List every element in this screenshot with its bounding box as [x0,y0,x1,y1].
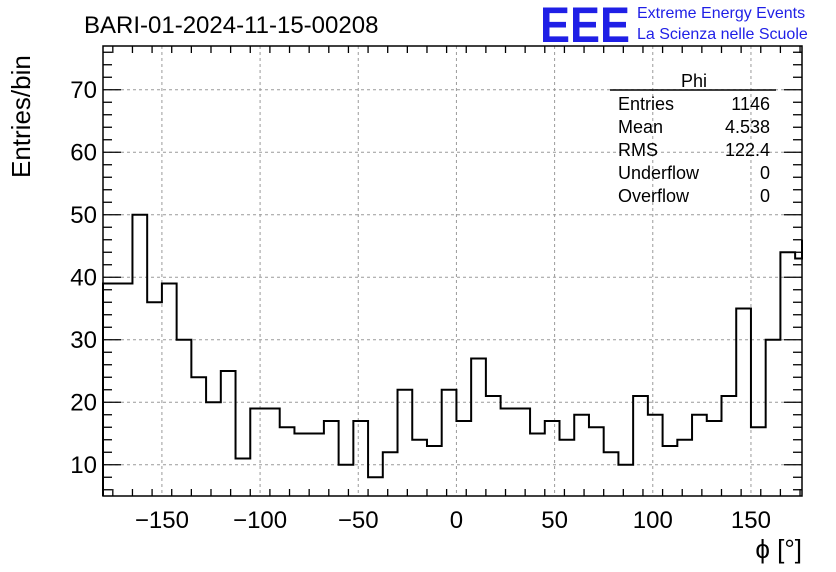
y-tick-label: 10 [70,452,97,479]
stats-value: 1146 [731,94,770,114]
stats-value: 122.4 [725,140,770,160]
y-axis-tick-labels: 10 20 30 40 50 60 70 [70,77,97,479]
x-axis-title: ϕ [°] [755,534,802,564]
x-tick-label: 0 [450,507,463,534]
stats-label: Mean [618,117,663,137]
stats-label: Overflow [618,186,690,206]
axis-ticks [103,46,802,496]
eee-logo-line2: La Scienza nelle Scuole [637,26,808,43]
grid [103,46,802,496]
eee-logo-mark: EEE [540,0,630,53]
stats-label: Entries [618,94,674,114]
y-axis-title: Entries/bin [6,55,36,178]
y-tick-label: 70 [70,77,97,104]
y-tick-label: 50 [70,202,97,229]
x-tick-label: 100 [633,507,673,534]
x-axis-tick-labels: −150 −100 −50 0 50 100 150 [135,507,771,534]
stats-value: 0 [760,186,770,206]
y-tick-label: 30 [70,327,97,354]
y-tick-label: 20 [70,389,97,416]
x-tick-label: 50 [541,507,568,534]
x-tick-label: −100 [233,507,287,534]
stats-label: Underflow [618,163,700,183]
stats-value: 4.538 [725,117,770,137]
plot-frame [102,45,803,497]
chart-title: BARI-01-2024-11-15-00208 [84,12,378,39]
eee-logo: EEE Extreme Energy Events La Scienza nel… [540,0,808,53]
eee-logo-line1: Extreme Energy Events [637,5,805,22]
stats-label: RMS [618,140,658,160]
x-tick-label: −150 [135,507,189,534]
stats-value: 0 [760,163,770,183]
y-tick-label: 40 [70,264,97,291]
histogram-series [102,213,803,496]
x-tick-label: −50 [338,507,379,534]
stats-name: Phi [681,71,707,91]
stats-box: Phi Entries 1146 Mean 4.538 RMS 122.4 Un… [610,71,776,206]
x-tick-label: 150 [731,507,771,534]
y-tick-label: 60 [70,139,97,166]
